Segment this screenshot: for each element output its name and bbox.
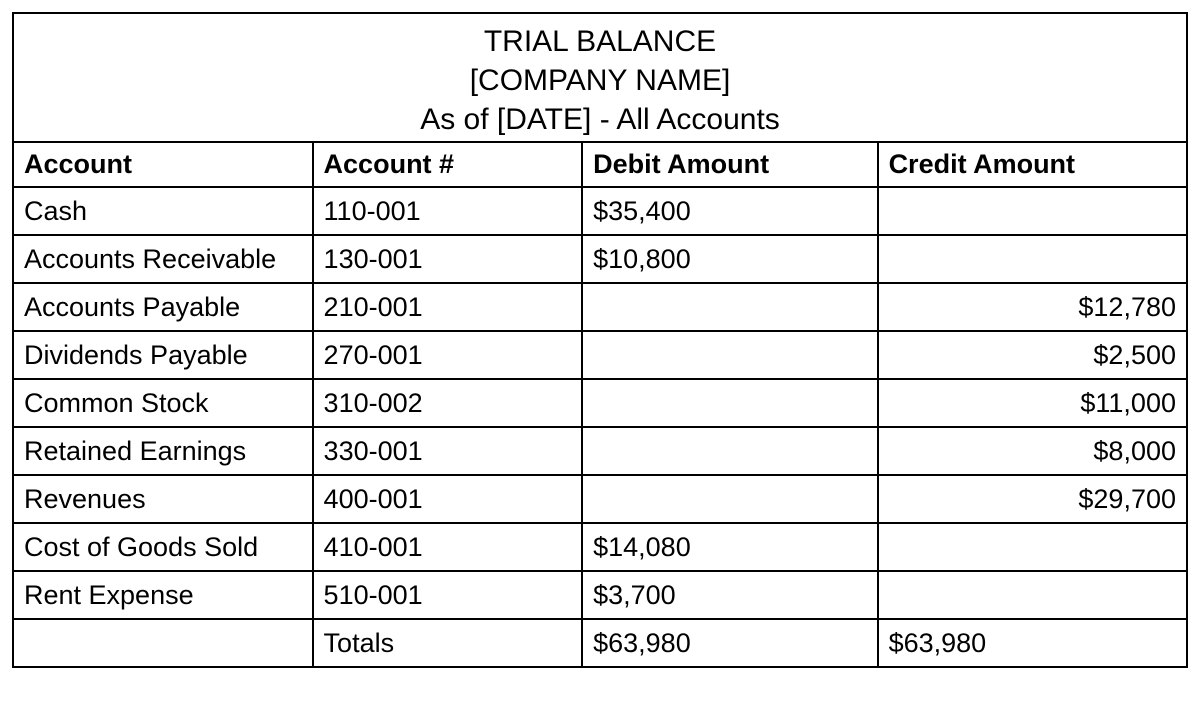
cell-account-num: 400-001: [313, 475, 583, 523]
cell-account: Retained Earnings: [13, 427, 313, 475]
cell-account: Cash: [13, 187, 313, 235]
cell-credit: [878, 235, 1187, 283]
totals-label: Totals: [313, 619, 583, 667]
cell-credit: $2,500: [878, 331, 1187, 379]
cell-debit: $14,080: [582, 523, 877, 571]
table-row: Accounts Payable210-001 $12,780: [13, 283, 1187, 331]
totals-blank: [13, 619, 313, 667]
cell-account-num: 330-001: [313, 427, 583, 475]
cell-account: Accounts Payable: [13, 283, 313, 331]
column-header-debit: Debit Amount: [582, 142, 877, 187]
cell-debit: $35,400: [582, 187, 877, 235]
column-header-account: Account: [13, 142, 313, 187]
table-row: Cash110-001$35,400: [13, 187, 1187, 235]
cell-account: Accounts Receivable: [13, 235, 313, 283]
title-line-1: TRIAL BALANCE: [14, 22, 1186, 61]
table-row: Accounts Receivable130-001$10,800: [13, 235, 1187, 283]
table-body: Cash110-001$35,400Accounts Receivable130…: [13, 187, 1187, 619]
cell-account-num: 130-001: [313, 235, 583, 283]
column-header-account-num: Account #: [313, 142, 583, 187]
cell-debit: [582, 475, 877, 523]
cell-account: Revenues: [13, 475, 313, 523]
cell-credit: $11,000: [878, 379, 1187, 427]
cell-account-num: 270-001: [313, 331, 583, 379]
cell-credit: [878, 571, 1187, 619]
cell-debit: $10,800: [582, 235, 877, 283]
table-row: Revenues400-001 $29,700: [13, 475, 1187, 523]
cell-account: Dividends Payable: [13, 331, 313, 379]
cell-debit: $3,700: [582, 571, 877, 619]
table-row: Rent Expense510-001$3,700: [13, 571, 1187, 619]
cell-account-num: 510-001: [313, 571, 583, 619]
table-row: Retained Earnings330-001 $8,000: [13, 427, 1187, 475]
trial-balance-table: TRIAL BALANCE [COMPANY NAME] As of [DATE…: [12, 12, 1188, 668]
cell-credit: $8,000: [878, 427, 1187, 475]
column-header-credit: Credit Amount: [878, 142, 1187, 187]
title-line-2: [COMPANY NAME]: [14, 61, 1186, 100]
totals-credit: $63,980: [878, 619, 1187, 667]
cell-account-num: 410-001: [313, 523, 583, 571]
cell-credit: $29,700: [878, 475, 1187, 523]
table-row: Common Stock310-002 $11,000: [13, 379, 1187, 427]
title-row: TRIAL BALANCE [COMPANY NAME] As of [DATE…: [13, 13, 1187, 142]
cell-debit: [582, 283, 877, 331]
cell-account: Rent Expense: [13, 571, 313, 619]
column-header-row: Account Account # Debit Amount Credit Am…: [13, 142, 1187, 187]
cell-debit: [582, 427, 877, 475]
table-row: Dividends Payable270-001 $2,500: [13, 331, 1187, 379]
cell-credit: [878, 523, 1187, 571]
title-line-3: As of [DATE] - All Accounts: [14, 100, 1186, 139]
table-row: Cost of Goods Sold410-001$14,080: [13, 523, 1187, 571]
cell-account-num: 110-001: [313, 187, 583, 235]
cell-debit: [582, 331, 877, 379]
cell-credit: $12,780: [878, 283, 1187, 331]
cell-account-num: 210-001: [313, 283, 583, 331]
cell-debit: [582, 379, 877, 427]
cell-credit: [878, 187, 1187, 235]
cell-account: Cost of Goods Sold: [13, 523, 313, 571]
totals-row: Totals $63,980 $63,980: [13, 619, 1187, 667]
cell-account: Common Stock: [13, 379, 313, 427]
totals-debit: $63,980: [582, 619, 877, 667]
cell-account-num: 310-002: [313, 379, 583, 427]
table-title: TRIAL BALANCE [COMPANY NAME] As of [DATE…: [13, 13, 1187, 142]
